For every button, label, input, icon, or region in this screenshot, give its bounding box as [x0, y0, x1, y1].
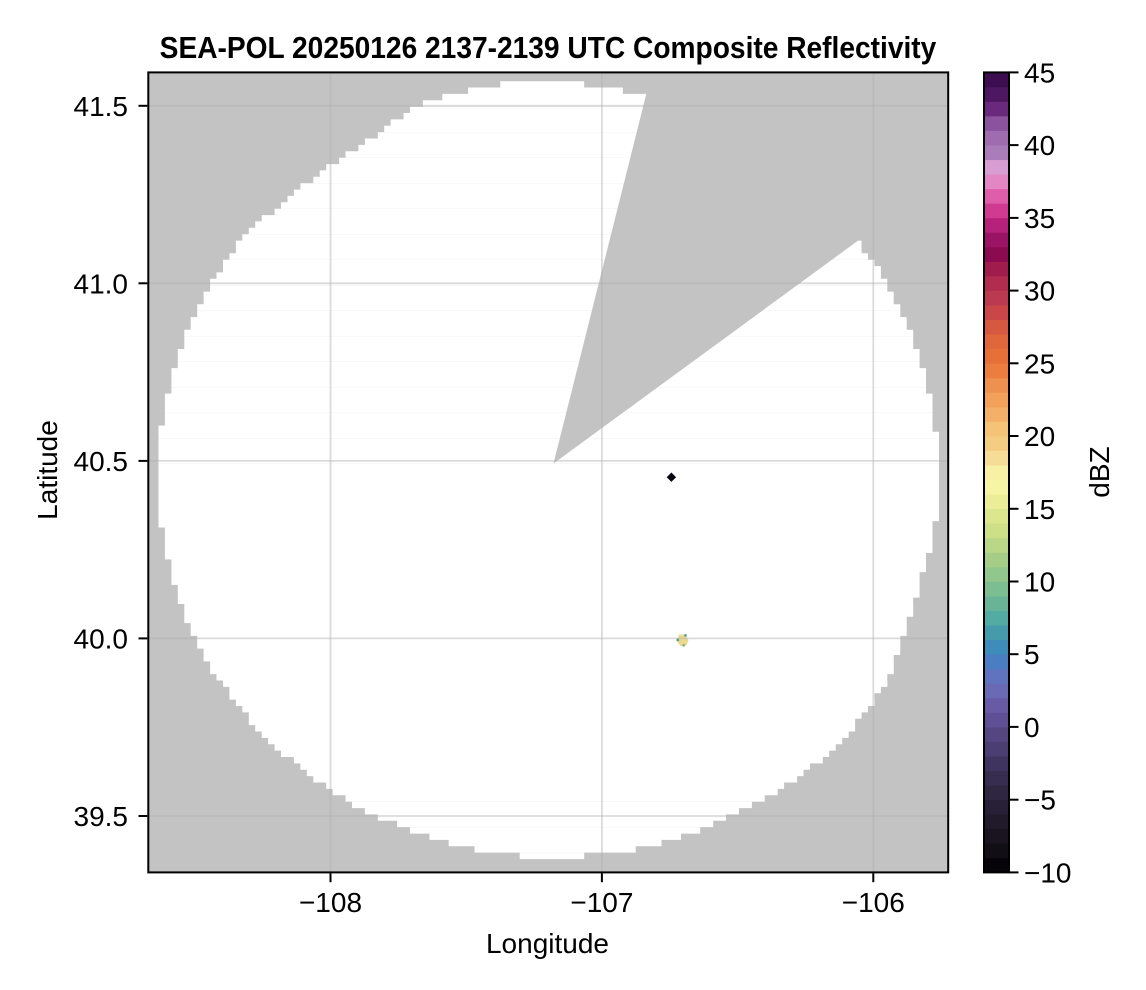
- svg-text:5: 5: [1024, 639, 1040, 670]
- svg-text:0: 0: [1024, 712, 1040, 743]
- svg-text:25: 25: [1024, 348, 1055, 379]
- svg-text:dBZ: dBZ: [1084, 446, 1115, 497]
- svg-text:Latitude: Latitude: [32, 420, 63, 520]
- svg-text:40.5: 40.5: [74, 446, 129, 477]
- svg-text:35: 35: [1024, 203, 1055, 234]
- svg-text:−106: −106: [842, 887, 905, 918]
- svg-text:−107: −107: [570, 887, 633, 918]
- svg-text:41.0: 41.0: [74, 268, 129, 299]
- svg-text:15: 15: [1024, 494, 1055, 525]
- svg-text:45: 45: [1024, 57, 1055, 88]
- svg-text:40: 40: [1024, 130, 1055, 161]
- svg-text:−10: −10: [1024, 857, 1072, 888]
- svg-text:39.5: 39.5: [74, 801, 129, 832]
- svg-text:SEA-POL 20250126 2137-2139 UTC: SEA-POL 20250126 2137-2139 UTC Composite…: [160, 31, 937, 66]
- svg-text:10: 10: [1024, 567, 1055, 598]
- svg-text:Longitude: Longitude: [486, 928, 609, 959]
- svg-text:−108: −108: [299, 887, 362, 918]
- svg-text:40.0: 40.0: [74, 623, 129, 654]
- svg-text:20: 20: [1024, 421, 1055, 452]
- svg-text:41.5: 41.5: [74, 91, 129, 122]
- svg-text:−5: −5: [1024, 785, 1056, 816]
- svg-text:30: 30: [1024, 276, 1055, 307]
